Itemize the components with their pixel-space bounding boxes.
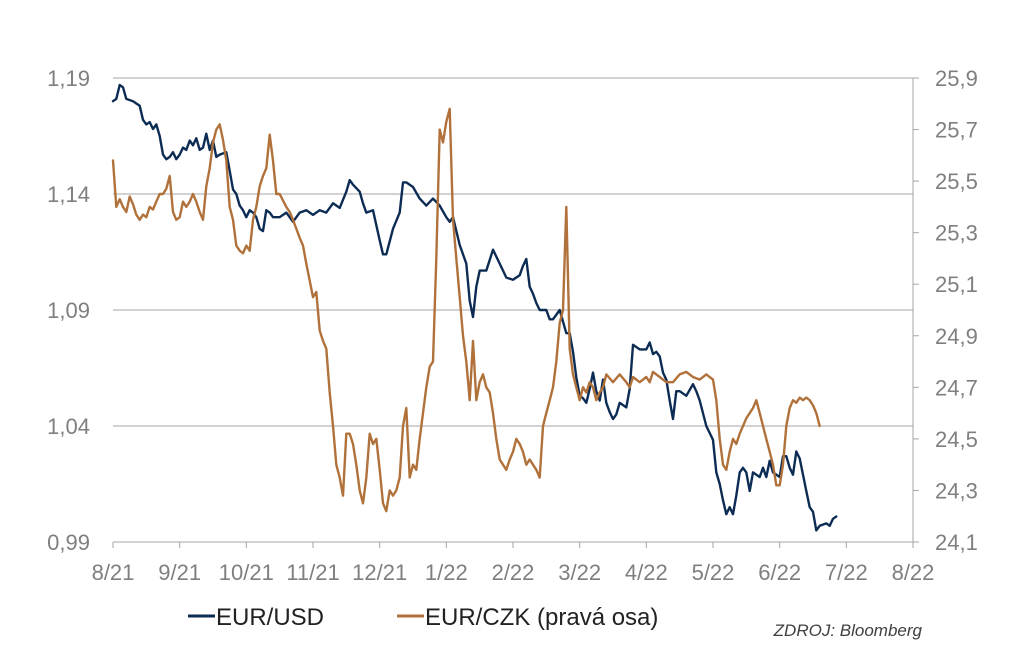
source-note: ZDROJ: Bloomberg: [773, 621, 923, 640]
left-tick-label: 0,99: [47, 530, 90, 555]
left-tick-label: 1,14: [47, 182, 90, 207]
right-tick-label: 25,7: [935, 118, 978, 143]
legend-label-eur-czk: EUR/CZK (pravá osa): [425, 604, 658, 631]
gridlines: [113, 77, 913, 427]
x-tick-label: 10/21: [219, 560, 274, 585]
x-tick-label: 2/22: [492, 560, 535, 585]
right-axis-ticks: 25,9 25,7 25,5 25,3 25,1 24,9 24,7 24,5 24,3 24,1: [913, 66, 978, 555]
legend: EUR/USD EUR/CZK (pravá osa): [188, 604, 658, 631]
right-tick-label: 24,7: [935, 375, 978, 400]
x-tick-label: 11/21: [286, 560, 339, 585]
x-tick-label: 12/21: [352, 560, 407, 585]
series-lines: [111, 83, 838, 532]
left-tick-label: 1,09: [47, 298, 90, 323]
left-tick-label: 1,04: [47, 414, 90, 439]
x-tick-label: 6/22: [758, 560, 801, 585]
right-tick-label: 25,9: [935, 66, 978, 91]
right-tick-label: 25,1: [935, 272, 978, 297]
x-tick-label: 8/22: [892, 560, 935, 585]
x-tick-label: 1/22: [425, 560, 468, 585]
legend-label-eur-usd: EUR/USD: [216, 604, 324, 631]
x-tick-label: 4/22: [625, 560, 668, 585]
right-tick-label: 24,5: [935, 427, 978, 452]
x-axis-ticks: 8/21 9/21 10/21 11/21 12/21 1/22 2/22 3/22 4/22 5…: [92, 542, 935, 585]
right-tick-label: 25,5: [935, 169, 978, 194]
x-tick-label: 3/22: [558, 560, 601, 585]
right-tick-label: 24,9: [935, 324, 978, 349]
series-line-eur-czk: [111, 107, 821, 513]
left-tick-label: 1,19: [47, 66, 90, 91]
x-tick-label: 8/21: [92, 560, 135, 585]
x-tick-label: 9/21: [158, 560, 201, 585]
x-tick-label: 5/22: [692, 560, 735, 585]
right-tick-label: 25,3: [935, 221, 978, 246]
x-tick-label: 7/22: [825, 560, 868, 585]
right-tick-label: 24,1: [935, 530, 978, 555]
right-tick-label: 24,3: [935, 478, 978, 503]
left-axis-ticks: 1,19 1,14 1,09 1,04 0,99: [47, 66, 90, 555]
